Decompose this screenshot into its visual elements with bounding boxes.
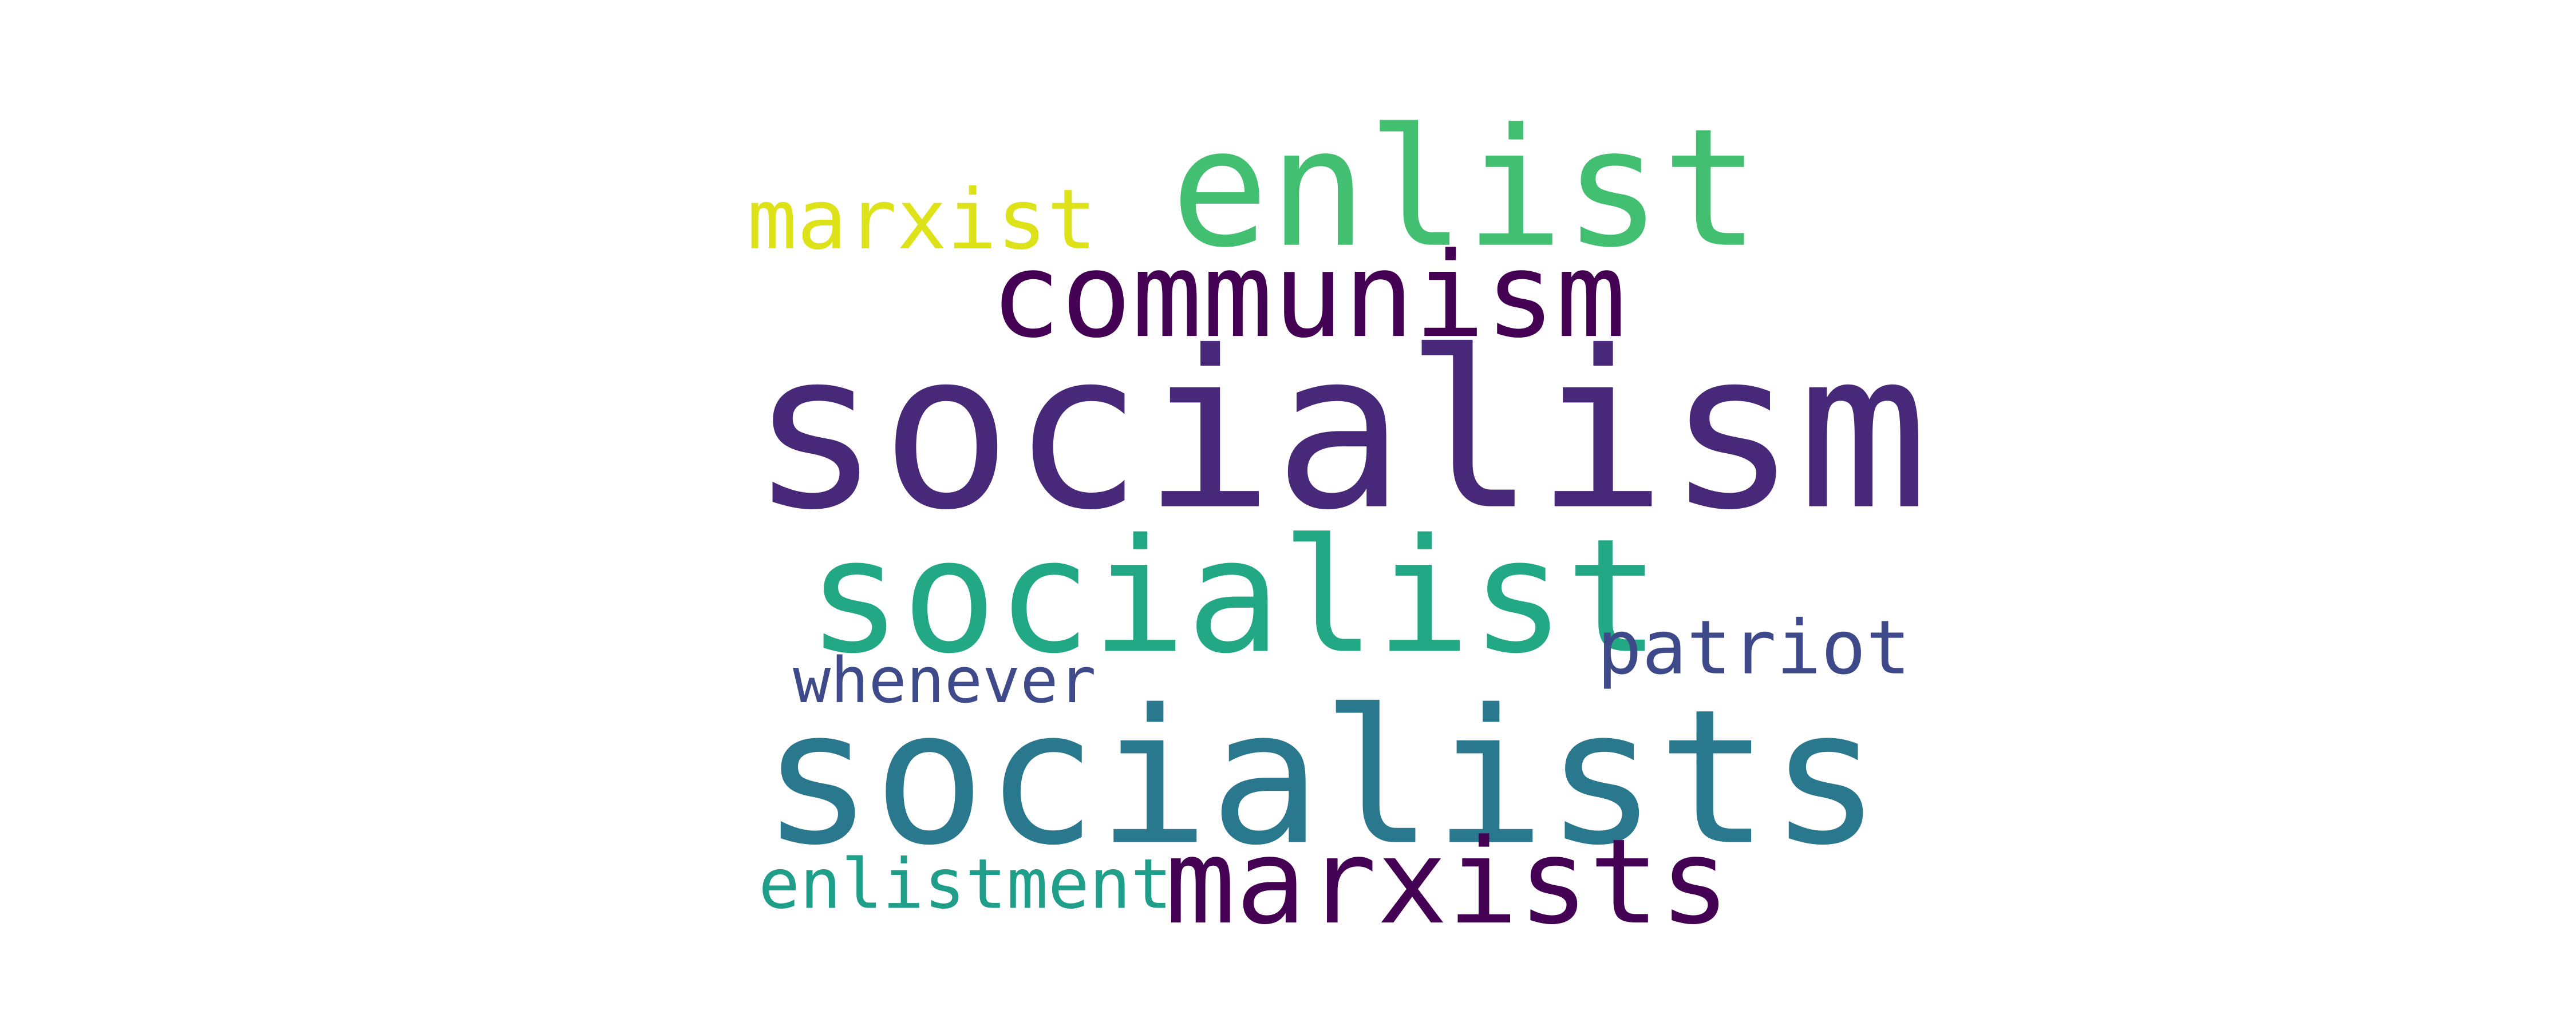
word-enlist: enlist — [1171, 93, 1760, 284]
word-socialism: socialism — [750, 304, 1929, 558]
word-marxists: marxists — [1165, 814, 1730, 951]
word-socialist: socialist — [807, 505, 1661, 688]
word-communism: communism — [990, 228, 1626, 365]
word-marxist: marxist — [747, 171, 1097, 268]
word-enlistment: enlistment — [758, 845, 1172, 925]
word-socialists: socialists — [761, 669, 1882, 886]
word-patriot: patriot — [1597, 604, 1911, 691]
word-whenever: whenever — [793, 644, 1096, 718]
